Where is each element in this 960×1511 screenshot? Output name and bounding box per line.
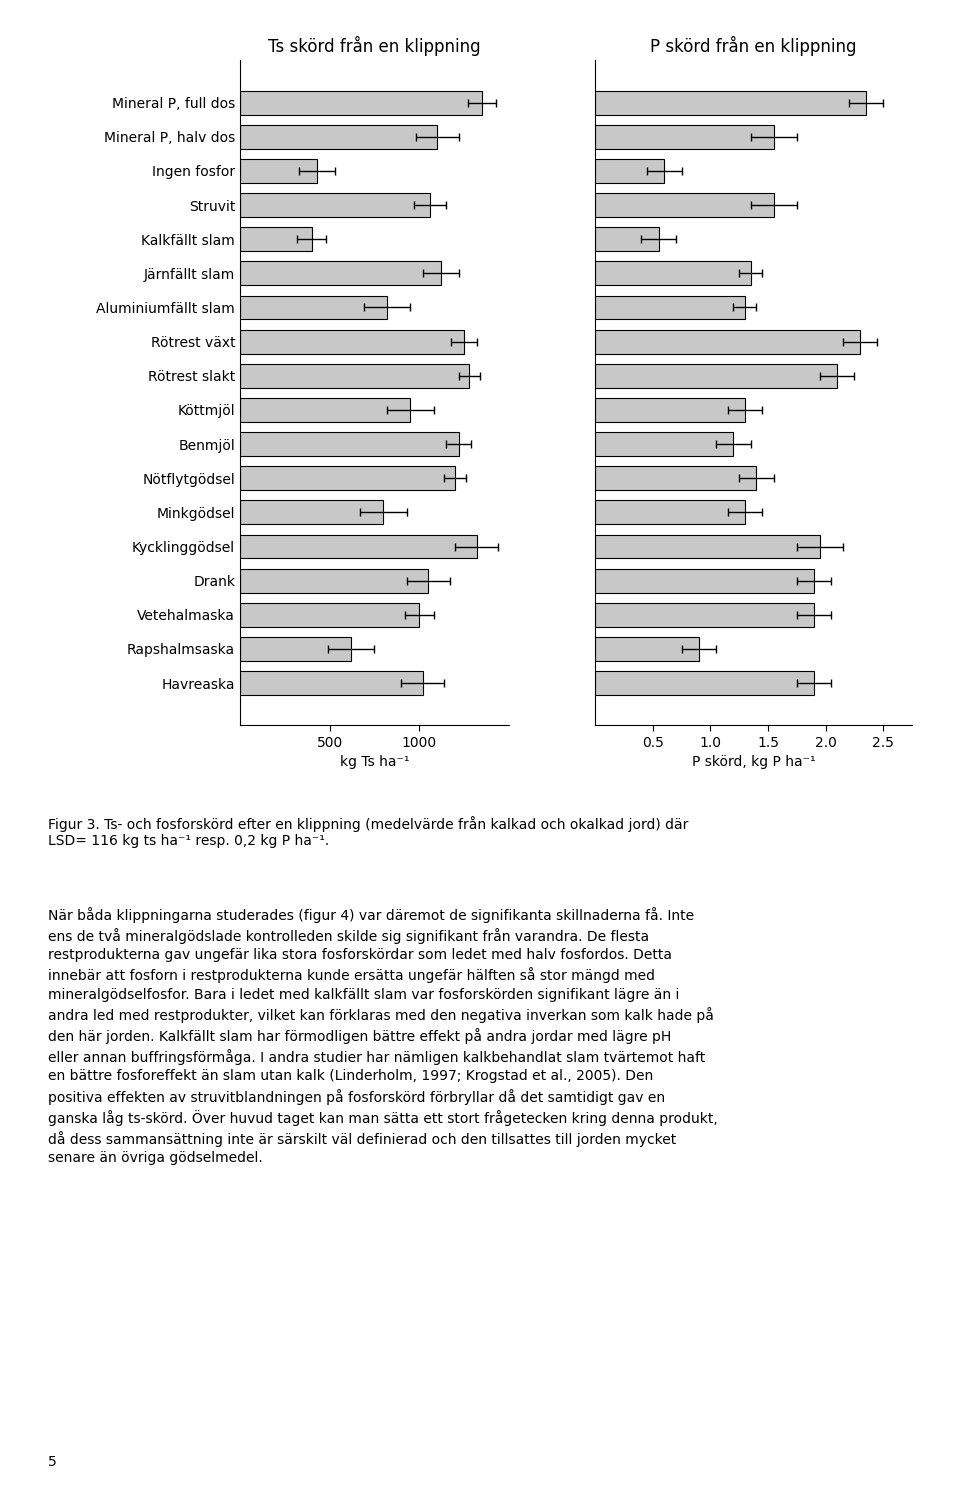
Bar	[240, 432, 459, 456]
Bar	[595, 397, 745, 422]
Bar	[240, 159, 317, 183]
Bar	[595, 296, 745, 319]
Bar	[240, 193, 430, 218]
Text: 5: 5	[48, 1455, 57, 1469]
Bar	[240, 535, 476, 559]
Bar	[595, 568, 814, 592]
Bar	[240, 500, 383, 524]
Title: Ts skörd från en klippning: Ts skörd från en klippning	[268, 36, 481, 56]
Bar	[595, 364, 837, 388]
Bar	[595, 603, 814, 627]
Bar	[240, 671, 422, 695]
Bar	[595, 261, 751, 286]
Bar	[240, 91, 482, 115]
Bar	[595, 159, 664, 183]
Bar	[240, 603, 420, 627]
Bar	[595, 193, 774, 218]
Bar	[240, 125, 437, 148]
X-axis label: P skörd, kg P ha⁻¹: P skörd, kg P ha⁻¹	[692, 756, 815, 769]
Bar	[595, 227, 659, 251]
Bar	[595, 125, 774, 148]
Text: När båda klippningarna studerades (figur 4) var däremot de signifikanta skillnad: När båda klippningarna studerades (figur…	[48, 907, 718, 1165]
X-axis label: kg Ts ha⁻¹: kg Ts ha⁻¹	[340, 756, 409, 769]
Title: P skörd från en klippning: P skörd från en klippning	[650, 36, 857, 56]
Bar	[240, 568, 428, 592]
Bar	[595, 535, 820, 559]
Bar	[595, 500, 745, 524]
Bar	[240, 467, 455, 490]
Bar	[595, 671, 814, 695]
Bar	[595, 467, 756, 490]
Bar	[240, 296, 387, 319]
Bar	[595, 91, 866, 115]
Bar	[240, 638, 351, 660]
Text: Figur 3. Ts- och fosforskörd efter en klippning (medelvärde från kalkad och okal: Figur 3. Ts- och fosforskörd efter en kl…	[48, 816, 688, 848]
Bar	[240, 227, 312, 251]
Bar	[240, 397, 410, 422]
Bar	[595, 638, 699, 660]
Bar	[595, 432, 733, 456]
Bar	[595, 329, 860, 354]
Bar	[240, 364, 469, 388]
Bar	[240, 261, 441, 286]
Bar	[240, 329, 464, 354]
